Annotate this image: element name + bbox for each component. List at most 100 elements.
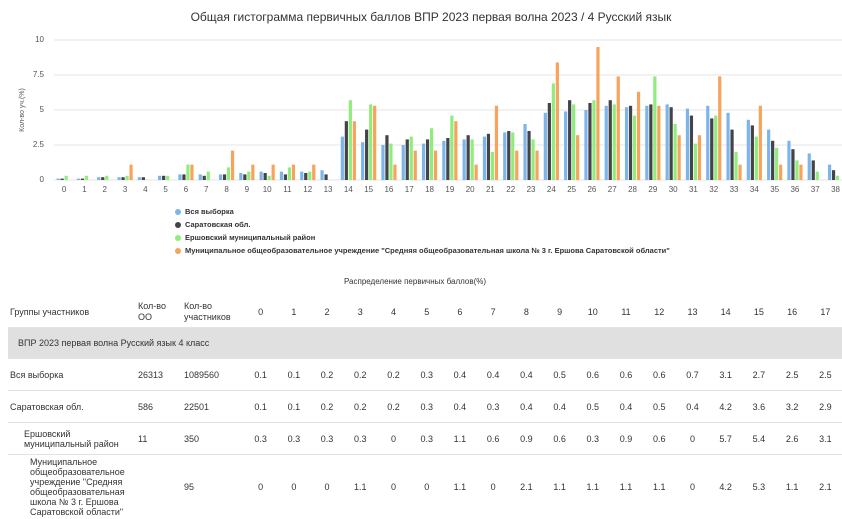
table-cell: 0	[376, 454, 411, 519]
y-tick-label: 0	[40, 175, 45, 184]
column-header: Кол-во участников	[182, 297, 244, 328]
x-tick-label: 11	[283, 185, 292, 194]
x-tick-label: 26	[587, 185, 596, 194]
table-cell: 1.1	[609, 454, 643, 519]
y-tick-label: 2.5	[33, 140, 45, 149]
x-tick-label: 22	[506, 185, 515, 194]
table-cell: 0.4	[476, 358, 510, 391]
x-tick-label: 30	[669, 185, 678, 194]
table-cell: 95	[182, 454, 244, 519]
column-header: 14	[709, 297, 743, 328]
x-tick-label: 23	[527, 185, 536, 194]
column-header: 9	[542, 297, 577, 328]
bar	[344, 121, 348, 180]
column-header: 15	[742, 297, 776, 328]
legend-marker	[175, 209, 181, 215]
bar	[251, 164, 255, 180]
bar	[283, 174, 288, 180]
bar	[490, 152, 495, 180]
x-tick-label: 5	[163, 185, 168, 194]
bar	[166, 175, 170, 180]
table-cell: 0.7	[675, 358, 710, 391]
bar	[771, 140, 775, 180]
bar	[243, 174, 247, 180]
table-cell: 0.2	[343, 358, 377, 391]
bar	[515, 150, 519, 180]
bar	[636, 91, 641, 180]
bar	[352, 121, 356, 180]
bar	[393, 164, 397, 180]
x-tick-label: 9	[245, 185, 250, 194]
column-header: 17	[808, 297, 842, 328]
bar	[365, 129, 369, 180]
bar	[291, 164, 296, 180]
table-cell: 0.9	[609, 422, 643, 455]
table-cell: 0.3	[410, 422, 444, 455]
x-tick-label: 35	[770, 185, 779, 194]
legend-label: Саратовская обл.	[185, 220, 250, 229]
bar	[835, 175, 840, 180]
bar	[754, 136, 758, 180]
bar	[511, 132, 515, 180]
table-cell: 1.1	[576, 454, 610, 519]
bar	[811, 160, 815, 180]
bar	[697, 135, 702, 180]
bar	[218, 174, 223, 180]
bar	[80, 178, 85, 180]
bar	[482, 136, 487, 180]
bar	[527, 131, 531, 180]
bar	[373, 105, 377, 180]
bar	[279, 171, 284, 180]
bar	[230, 150, 235, 180]
bar	[604, 105, 608, 180]
bar	[758, 105, 762, 180]
chart: Общая гистограмма первичных баллов ВПР 2…	[19, 10, 842, 286]
table-cell: 0.1	[277, 390, 311, 423]
x-tick-label: 24	[547, 185, 556, 194]
bar	[409, 136, 413, 180]
table-cell: 0.1	[277, 358, 311, 391]
table-cell: 2.1	[509, 454, 543, 519]
x-tick-label: 33	[730, 185, 739, 194]
column-header: 0	[244, 297, 278, 328]
bar	[137, 177, 141, 180]
bar	[507, 131, 511, 180]
bar	[608, 100, 612, 180]
table-cell: 0.3	[277, 422, 311, 455]
bar	[750, 125, 754, 180]
bar	[657, 105, 661, 180]
table-cell: 0	[410, 454, 444, 519]
table-cell: 0.5	[576, 390, 610, 423]
table-cell: 0	[476, 454, 510, 519]
column-header: 6	[443, 297, 477, 328]
bar	[685, 108, 690, 180]
bar	[632, 115, 637, 180]
table-cell: 0.5	[542, 358, 577, 391]
x-tick-label: 17	[405, 185, 414, 194]
bar	[239, 173, 243, 180]
table-cell: 0.2	[310, 390, 344, 423]
table-cell: Муниципальное общеобразовательное учрежд…	[8, 454, 136, 519]
bar	[568, 100, 572, 180]
table-row: Ершовский муниципальный район 11 350 0.3 0.3…	[8, 422, 842, 455]
group-label: ВПР 2023 первая волна Русский язык 4 кла…	[8, 327, 842, 359]
table-row: Саратовская обл. 586 22501 0.1 0.1 0.2 0.2 0.2 0…	[8, 390, 842, 423]
bar	[653, 76, 657, 180]
bar	[775, 147, 779, 180]
bar	[673, 124, 677, 180]
table-cell: 11	[136, 422, 182, 455]
bar	[267, 175, 271, 180]
chart-title: Общая гистограмма первичных баллов ВПР 2…	[191, 10, 673, 24]
bar	[572, 104, 576, 180]
bar	[101, 177, 105, 180]
bar	[693, 143, 698, 180]
bar	[787, 140, 791, 180]
table-cell: 5.7	[709, 422, 743, 455]
column-header: Кол-во ОО	[136, 297, 182, 328]
table-cell: 26313	[136, 358, 182, 391]
bar	[564, 111, 568, 180]
bar	[324, 174, 328, 180]
column-header: 11	[609, 297, 643, 328]
legend-label: Вся выборка	[185, 207, 235, 216]
